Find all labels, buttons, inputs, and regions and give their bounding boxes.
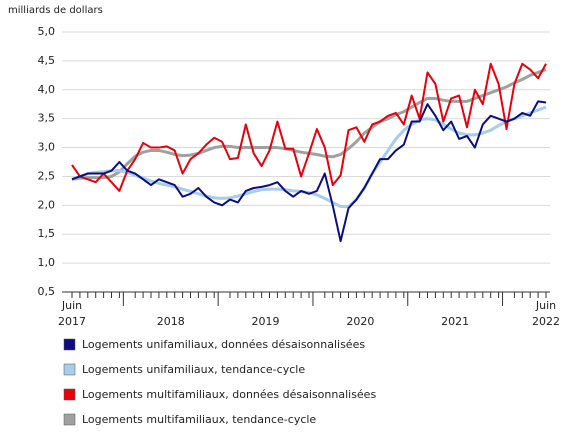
y-tick-label: 3,0 — [38, 141, 56, 154]
legend-swatch — [63, 363, 76, 376]
y-tick-label: 4,0 — [38, 83, 56, 96]
y-tick-label: 4,5 — [38, 54, 56, 67]
y-tick-label: 5,0 — [38, 25, 56, 38]
legend-swatch — [63, 388, 76, 401]
legend-label: Logements unifamiliaux, données désaison… — [82, 338, 365, 351]
legend-label: Logements multifamiliaux, tendance-cycle — [82, 413, 316, 426]
x-year-label: 2017 — [58, 315, 86, 328]
x-year-label: 2021 — [441, 315, 469, 328]
y-tick-label: 3,5 — [38, 112, 56, 125]
y-tick-label: 2,5 — [38, 169, 56, 182]
legend-label: Logements unifamiliaux, tendance-cycle — [82, 363, 305, 376]
legend-swatch — [63, 338, 76, 351]
x-year-label: 2020 — [346, 315, 374, 328]
legend-label: Logements multifamiliaux, données désais… — [82, 388, 376, 401]
y-tick-label: 1,5 — [38, 227, 56, 240]
x-tick-label: Juin — [61, 299, 82, 312]
y-axis-label: milliards de dollars — [8, 5, 103, 16]
series-line — [71, 62, 547, 192]
x-year-label: 2022 — [532, 315, 560, 328]
series-line — [71, 68, 547, 181]
x-tick-label: Juin — [535, 299, 556, 312]
legend-swatch — [63, 413, 76, 426]
series-line — [71, 105, 547, 208]
y-tick-label: 2,0 — [38, 198, 56, 211]
x-year-label: 2019 — [252, 315, 280, 328]
y-tick-label: 1,0 — [38, 256, 56, 269]
series-line — [71, 100, 547, 243]
y-tick-label: 0,5 — [38, 285, 56, 298]
x-year-label: 2018 — [157, 315, 185, 328]
